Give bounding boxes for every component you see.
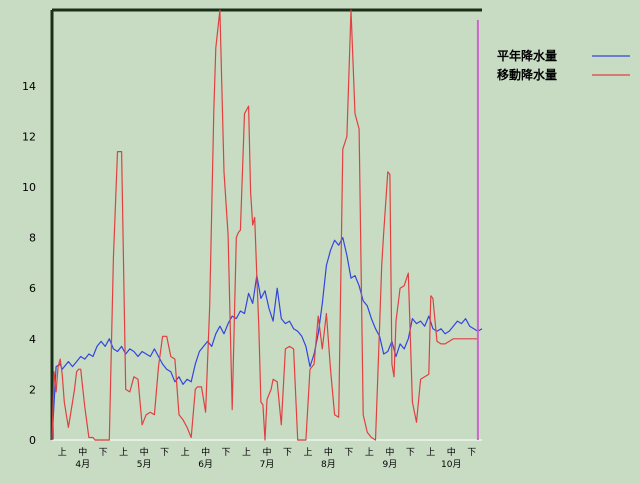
y-tick-label: 12 [22, 130, 36, 143]
y-tick-label: 0 [29, 434, 36, 447]
month-label: 8月 [321, 459, 336, 470]
x-tick-label: 上 [119, 447, 128, 458]
legend-label: 平年降水量 [497, 48, 557, 63]
x-tick-label: 中 [385, 446, 394, 458]
x-tick-label: 上 [242, 447, 251, 458]
y-tick-label: 10 [22, 181, 36, 194]
x-tick-label: 下 [344, 448, 353, 458]
x-tick-label: 下 [160, 448, 169, 458]
x-tick-label: 上 [181, 447, 190, 458]
x-tick-label: 上 [303, 447, 312, 458]
month-label: 10月 [441, 459, 461, 470]
x-tick-label: 中 [447, 446, 456, 458]
x-tick-label: 中 [140, 446, 149, 458]
x-tick-label: 中 [78, 446, 87, 458]
month-label: 6月 [198, 459, 213, 470]
x-tick-label: 上 [426, 447, 435, 458]
month-label: 5月 [137, 459, 152, 470]
month-label: 9月 [382, 459, 397, 470]
y-tick-label: 8 [29, 232, 36, 245]
y-tick-label: 14 [22, 80, 36, 93]
x-tick-label: 下 [222, 448, 231, 458]
y-tick-label: 2 [29, 383, 36, 396]
y-tick-label: 4 [29, 333, 36, 346]
x-tick-label: 上 [58, 447, 67, 458]
legend-label: 移動降水量 [497, 67, 557, 82]
x-tick-label: 上 [365, 447, 374, 458]
y-tick-label: 6 [29, 282, 36, 295]
x-tick-label: 下 [99, 448, 108, 458]
moving-precipitation-line [51, 9, 478, 441]
x-tick-label: 中 [262, 446, 271, 458]
x-tick-label: 下 [467, 448, 476, 458]
x-tick-label: 中 [201, 446, 210, 458]
month-label: 4月 [75, 459, 90, 470]
x-tick-label: 下 [283, 448, 292, 458]
month-label: 7月 [260, 459, 275, 470]
x-tick-label: 中 [324, 446, 333, 458]
x-tick-label: 下 [406, 448, 415, 458]
